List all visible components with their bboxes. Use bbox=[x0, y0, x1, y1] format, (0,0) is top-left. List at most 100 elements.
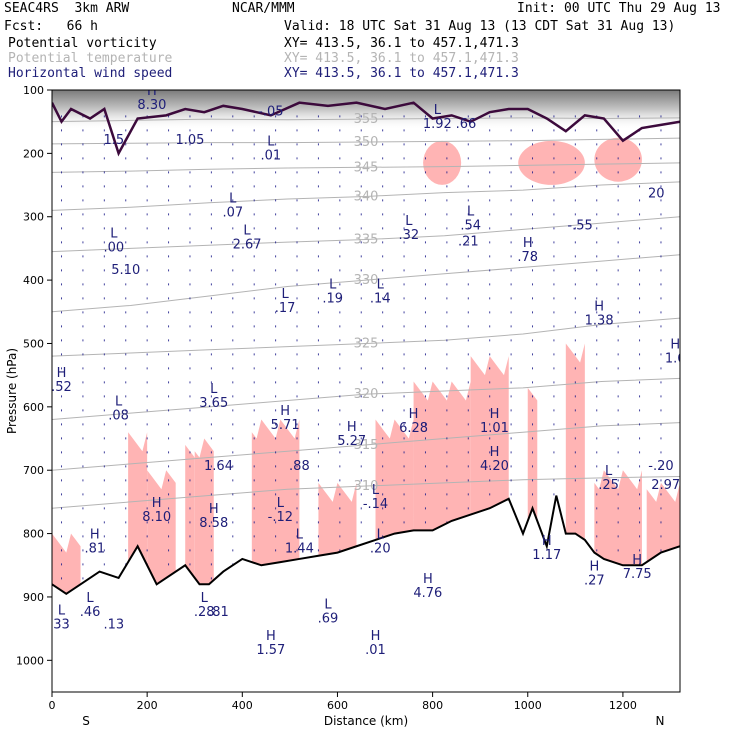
extremum-low-35: L bbox=[277, 496, 285, 511]
extremum-value-29: 1.01 bbox=[480, 421, 509, 436]
extremum-high-44: H bbox=[589, 559, 599, 574]
legend-wind: Horizontal wind speed bbox=[8, 66, 173, 81]
extremum-value-8: .00 bbox=[104, 241, 125, 256]
extremum-low-16: L bbox=[467, 204, 475, 219]
extremum-value-11: .19 bbox=[322, 291, 343, 306]
extremum-value-18: .78 bbox=[517, 250, 538, 265]
y-tick-label-2: 300 bbox=[23, 211, 44, 224]
y-tick-label-1: 200 bbox=[23, 147, 44, 160]
extremum-value-23: .52 bbox=[51, 380, 72, 395]
extremum-low-14: L bbox=[434, 103, 442, 118]
init-time: Init: 00 UTC Thu 29 Aug 13 bbox=[517, 1, 721, 16]
extremum-high-43: H bbox=[542, 534, 552, 549]
extremum-value-33: 8.10 bbox=[142, 510, 171, 525]
wind-shade-0 bbox=[52, 533, 81, 594]
extremum-value-43: 1.17 bbox=[532, 548, 561, 563]
extremum-value-10: .17 bbox=[275, 301, 296, 316]
north-label: N bbox=[656, 714, 665, 728]
forecast-hour: Fcst: 66 h bbox=[4, 19, 98, 34]
extremum-value-46: 4.76 bbox=[413, 586, 442, 601]
extremum-value-39: .81 bbox=[84, 542, 105, 557]
extremum-low-38: L bbox=[377, 528, 385, 543]
extremum-high-46: H bbox=[423, 572, 433, 587]
extremum-high-39: H bbox=[90, 528, 100, 543]
theta-label-340: 340 bbox=[354, 189, 379, 204]
extremum-value-19: -.55 bbox=[567, 218, 592, 233]
extremum-value-42: 2.97 bbox=[651, 478, 680, 493]
wind-shade-2 bbox=[147, 470, 176, 585]
extremum-value-50: .28 bbox=[194, 605, 215, 620]
theta-label-310: 310 bbox=[354, 479, 379, 494]
y-tick-label-9: 1000 bbox=[16, 654, 44, 667]
theta-label-315: 315 bbox=[354, 438, 379, 453]
theta-contour-330 bbox=[52, 254, 680, 313]
extremum-value-40: .25 bbox=[598, 478, 619, 493]
wind-shade-5 bbox=[251, 419, 300, 566]
extremum-value-6: .07 bbox=[222, 206, 243, 221]
ground-fill bbox=[52, 495, 680, 692]
extremum-value-37: -.14 bbox=[363, 497, 388, 512]
x-axis-title: Distance (km) bbox=[324, 714, 408, 728]
extremum-low-7: L bbox=[243, 223, 251, 238]
theta-contour-320 bbox=[52, 377, 680, 421]
extremum-value-17: .21 bbox=[458, 234, 479, 249]
extremum-value-48: 33 bbox=[53, 618, 70, 633]
legend-theta-xy: XY= 413.5, 36.1 to 457.1,471.3 bbox=[284, 51, 519, 66]
plot-frame bbox=[51, 89, 681, 693]
extremum-value-4: -.05 bbox=[258, 104, 283, 119]
theta-contour-350 bbox=[52, 137, 680, 145]
extremum-value-2: 1.5 bbox=[104, 133, 125, 148]
extremum-value-49: .13 bbox=[104, 618, 125, 633]
x-tick-label-0: 0 bbox=[49, 699, 56, 712]
extremum-value-38: .20 bbox=[370, 542, 391, 557]
extremum-value-31: 1.64 bbox=[204, 459, 233, 474]
y-axis-title: Pressure (hPa) bbox=[5, 348, 19, 434]
extremum-low-47: L bbox=[86, 591, 94, 606]
extremum-low-40: L bbox=[605, 464, 613, 479]
wind-shade-13 bbox=[646, 482, 680, 563]
extremum-value-22: 20 bbox=[648, 187, 665, 202]
extremum-low-36: L bbox=[296, 528, 304, 543]
extremum-low-0: L bbox=[58, 65, 66, 80]
extremum-value-12: .14 bbox=[370, 291, 391, 306]
extremum-value-45: 7.75 bbox=[623, 567, 652, 582]
extremum-low-6: L bbox=[229, 192, 237, 207]
extremum-value-5: .01 bbox=[261, 149, 282, 164]
y-tick-label-8: 900 bbox=[23, 591, 44, 604]
wind-shade-12 bbox=[594, 470, 642, 566]
extremum-high-20: H bbox=[594, 299, 604, 314]
theta-label-345: 345 bbox=[354, 160, 379, 175]
theta-contour-315 bbox=[52, 422, 680, 471]
y-tick-label-6: 700 bbox=[23, 464, 44, 477]
extremum-value-25: 3.65 bbox=[199, 396, 228, 411]
extremum-high-29: H bbox=[490, 407, 500, 422]
theta-contour-345 bbox=[52, 162, 680, 173]
pv-2pvu-line bbox=[52, 101, 680, 157]
center-title: NCAR/MMM bbox=[232, 1, 295, 16]
extremum-low-24: L bbox=[115, 395, 123, 410]
extremum-value-26: 5.71 bbox=[271, 418, 300, 433]
wind-shade-6 bbox=[318, 482, 357, 556]
valid-time: Valid: 18 UTC Sat 31 Aug 13 (13 CDT Sat … bbox=[284, 19, 676, 34]
x-tick-label-4: 800 bbox=[422, 699, 443, 712]
extremum-value-41: -.20 bbox=[648, 459, 673, 474]
legend-pv-xy: XY= 413.5, 36.1 to 457.1,471.3 bbox=[284, 36, 519, 51]
theta-label-350: 350 bbox=[354, 135, 379, 150]
x-tick-label-3: 600 bbox=[327, 699, 348, 712]
theta-label-320: 320 bbox=[354, 387, 379, 402]
y-tick-label-5: 600 bbox=[23, 401, 44, 414]
x-tick-label-5: 1000 bbox=[514, 699, 542, 712]
wind-shade-8 bbox=[413, 381, 471, 531]
extremum-low-10: L bbox=[281, 287, 289, 302]
theta-contour-325 bbox=[52, 317, 680, 357]
x-tick-label-6: 1200 bbox=[609, 699, 637, 712]
extremum-low-5: L bbox=[267, 135, 275, 150]
wind-shade-7 bbox=[375, 419, 414, 540]
legend-pv: Potential vorticity bbox=[8, 36, 157, 51]
extremum-low-52: L bbox=[324, 597, 332, 612]
extremum-value-21: 1.6 bbox=[665, 351, 686, 366]
extremum-low-12: L bbox=[377, 277, 385, 292]
extremum-high-1: H bbox=[147, 84, 157, 99]
x-tick-label-2: 400 bbox=[232, 699, 253, 712]
